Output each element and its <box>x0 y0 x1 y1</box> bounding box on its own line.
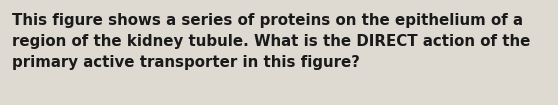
Text: This figure shows a series of proteins on the epithelium of a
region of the kidn: This figure shows a series of proteins o… <box>12 13 531 70</box>
